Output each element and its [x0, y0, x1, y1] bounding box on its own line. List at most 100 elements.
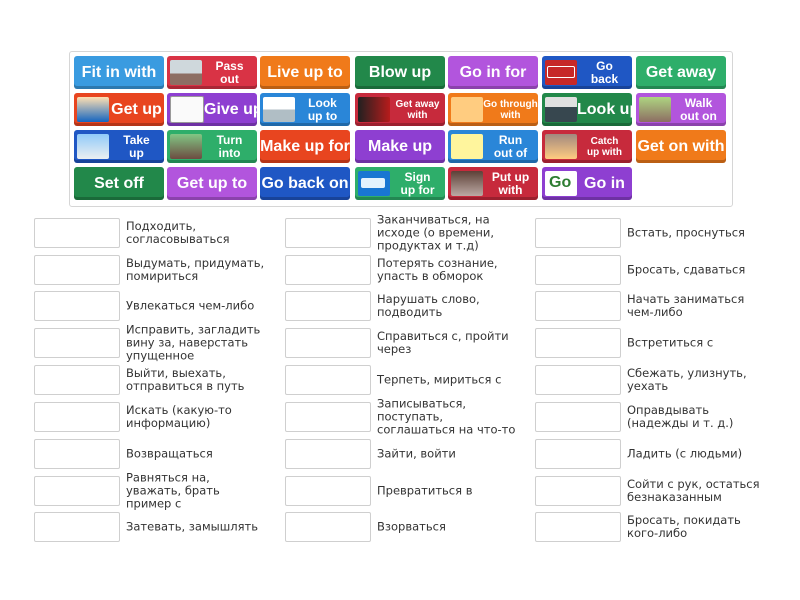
definition-text: Искать (какую-то информацию): [126, 403, 232, 430]
answer-tile[interactable]: Go back on: [260, 167, 350, 200]
plane-photo-icon: [77, 134, 109, 159]
answer-tile-label: Go in: [584, 175, 625, 192]
answer-tile-label: Catch up with: [587, 135, 622, 158]
answer-tile[interactable]: Make up: [355, 130, 445, 163]
answer-tile-label: Go in for: [459, 64, 527, 81]
answer-tile[interactable]: Take up: [74, 130, 164, 163]
answer-tile[interactable]: Get away with: [355, 93, 445, 126]
definition-text: Превратиться в: [377, 483, 473, 498]
drop-slot[interactable]: [535, 439, 621, 469]
definition-row: Увлекаться чем-либо: [34, 291, 274, 321]
drop-slot[interactable]: [285, 512, 371, 542]
definition-text: Сбежать, улизнуть, уехать: [627, 366, 747, 393]
answer-tile-label: Turn into: [216, 132, 243, 160]
go-back-sign-icon: [545, 60, 577, 85]
drop-slot[interactable]: [34, 255, 120, 285]
answer-tile[interactable]: Sign up for: [355, 167, 445, 200]
definition-text: Встретиться с: [627, 335, 714, 350]
definition-row: Зайти, войти: [285, 439, 525, 469]
answer-tile[interactable]: Walk out on: [636, 93, 726, 126]
drop-slot[interactable]: [34, 476, 120, 506]
drop-slot[interactable]: [535, 291, 621, 321]
answer-tile-label: Put up with: [491, 169, 530, 197]
answer-tile[interactable]: Pass out: [167, 56, 257, 89]
answer-tile[interactable]: Put up with: [448, 167, 538, 200]
answer-tile[interactable]: Turn into: [167, 130, 257, 163]
definition-text: Сойти с рук, остаться безнаказанным: [627, 477, 760, 504]
drop-slot[interactable]: [535, 512, 621, 542]
answer-tile[interactable]: Go back: [542, 56, 632, 89]
answer-tile[interactable]: Set off: [74, 167, 164, 200]
drop-slot[interactable]: [285, 291, 371, 321]
definition-text: Терпеть, мириться с: [377, 372, 502, 387]
drop-slot[interactable]: [34, 291, 120, 321]
definition-row: Заканчиваться, на исходе (о времени, про…: [285, 213, 525, 252]
drop-slot[interactable]: [535, 218, 621, 248]
drop-slot[interactable]: [285, 476, 371, 506]
drop-slot[interactable]: [285, 439, 371, 469]
definition-text: Зайти, войти: [377, 446, 456, 461]
man-walking-icon: [639, 97, 671, 122]
definition-text: Равняться на, уважать, брать пример с: [126, 470, 220, 511]
definition-text: Подходить, согласовываться: [126, 219, 230, 246]
answer-tile[interactable]: Go in for: [448, 56, 538, 89]
drop-slot[interactable]: [285, 255, 371, 285]
drop-slot[interactable]: [285, 328, 371, 358]
drop-slot[interactable]: [535, 365, 621, 395]
answer-tile[interactable]: Look up: [542, 93, 632, 126]
definition-text: Выдумать, придумать, помириться: [126, 256, 265, 283]
drop-slot[interactable]: [535, 476, 621, 506]
answer-tile[interactable]: Get up to: [167, 167, 257, 200]
definition-row: Записываться, поступать, соглашаться на …: [285, 397, 525, 436]
drop-slot[interactable]: [34, 439, 120, 469]
drop-slot[interactable]: [34, 218, 120, 248]
drop-slot[interactable]: [535, 255, 621, 285]
drop-slot[interactable]: [34, 328, 120, 358]
answer-tile[interactable]: Fit in with: [74, 56, 164, 89]
answer-tile[interactable]: Get up: [74, 93, 164, 126]
answer-tile[interactable]: Get on with: [636, 130, 726, 163]
drop-slot[interactable]: [34, 402, 120, 432]
definition-text: Затевать, замышлять: [126, 519, 258, 534]
drop-slot[interactable]: [34, 512, 120, 542]
sign-up-button-icon: [358, 171, 390, 196]
answer-tile-label: Fit in with: [81, 64, 157, 81]
answer-tile[interactable]: Run out of: [448, 130, 538, 163]
answer-tile[interactable]: Give up: [167, 93, 257, 126]
running-cartoon-icon: [451, 134, 483, 159]
definition-row: Потерять сознание, упасть в обморок: [285, 255, 525, 285]
drop-slot[interactable]: [535, 328, 621, 358]
give-up-sketch-icon: [170, 96, 204, 123]
answer-tile-label: Give up: [204, 101, 257, 118]
answer-tile-label: Get up to: [176, 175, 248, 192]
answer-tile[interactable]: Get away: [636, 56, 726, 89]
definition-row: Оправдывать (надежды и т. д.): [535, 402, 775, 432]
drop-slot[interactable]: [285, 365, 371, 395]
answer-tile[interactable]: Blow up: [355, 56, 445, 89]
answer-tile-label: Go back: [590, 58, 619, 86]
definition-text: Начать заниматься чем-либо: [627, 292, 745, 319]
answer-tile-label: Make up for: [260, 138, 350, 155]
door-photo-icon: [451, 171, 483, 196]
answer-tile[interactable]: Go through with: [448, 93, 538, 126]
definition-row: Встать, проснуться: [535, 218, 775, 248]
answer-tile-label: Go through with: [483, 98, 538, 121]
drop-slot[interactable]: [285, 402, 371, 432]
answer-tile[interactable]: Make up for: [260, 130, 350, 163]
mouse-cartoon-icon: [451, 97, 483, 122]
answer-tile[interactable]: Live up to: [260, 56, 350, 89]
drop-slot[interactable]: [285, 218, 371, 248]
definition-row: Сойти с рук, остаться безнаказанным: [535, 476, 775, 506]
skater-photo-icon: [170, 60, 202, 85]
definition-row: Затевать, замышлять: [34, 512, 274, 542]
definition-text: Оправдывать (надежды и т. д.): [627, 403, 734, 430]
answer-tile-label: Look up: [577, 101, 632, 118]
answer-tile[interactable]: Catch up with: [542, 130, 632, 163]
answer-tile[interactable]: Go Go in: [542, 167, 632, 200]
movie-poster-icon: [358, 97, 390, 122]
definition-text: Нарушать слово, подводить: [377, 292, 480, 319]
drop-slot[interactable]: [34, 365, 120, 395]
answer-tile-label: Take up: [123, 132, 150, 160]
answer-tile[interactable]: Look up to: [260, 93, 350, 126]
drop-slot[interactable]: [535, 402, 621, 432]
